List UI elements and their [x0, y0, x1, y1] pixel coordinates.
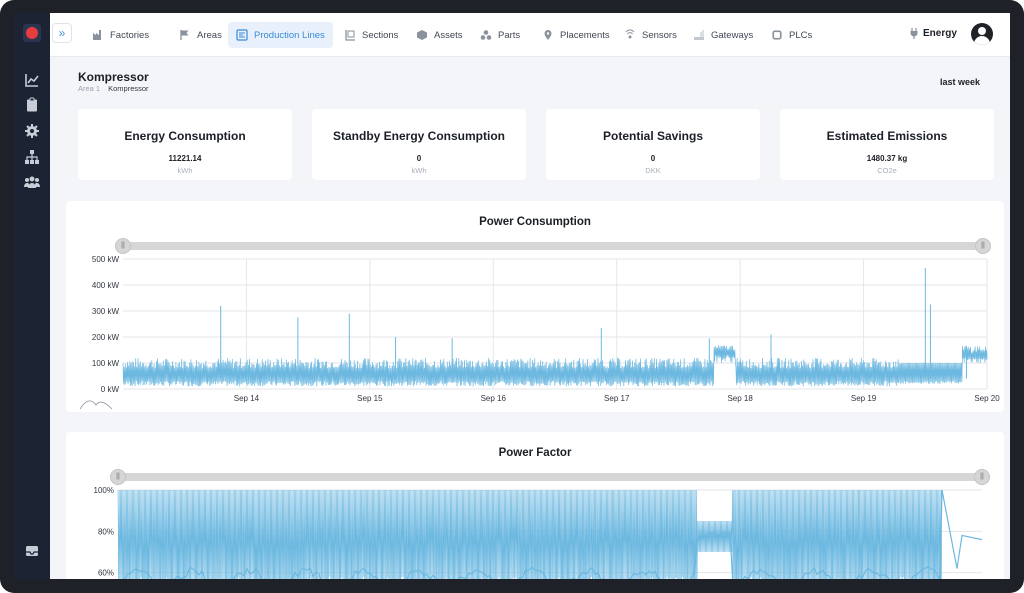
range-start-handle[interactable]: ||	[110, 469, 126, 485]
kpi-title: Estimated Emissions	[826, 129, 948, 143]
cube-icon	[416, 29, 428, 41]
range-end-handle[interactable]: ||	[974, 469, 990, 485]
nav-production-lines[interactable]: Production Lines	[228, 22, 333, 48]
y-tick-label: 400 kW	[92, 281, 120, 290]
series-line	[117, 489, 943, 579]
top-navigation-bar: » Factories Areas Production Lines Secti…	[50, 13, 1010, 57]
kpi-unit: DKK	[645, 166, 661, 175]
power-consumption-chart[interactable]: 0 kW 100 kW 200 kW 300 kW 400 kW 500 kW Sep 14…	[66, 253, 1004, 413]
nav-assets[interactable]: Assets	[408, 22, 471, 48]
kpi-unit: kWh	[177, 166, 193, 175]
nav-factories[interactable]: Factories	[84, 22, 157, 48]
x-tick-label: Sep 18	[727, 394, 753, 403]
nav-areas[interactable]: Areas	[171, 22, 230, 48]
chart-line-icon[interactable]	[24, 72, 40, 88]
map-pin-icon	[542, 29, 554, 41]
kpi-potential-savings: Potential Savings 0 DKK	[546, 109, 760, 180]
app-logo[interactable]	[23, 24, 41, 42]
clipboard-icon[interactable]	[24, 97, 40, 113]
kpi-title: Potential Savings	[602, 129, 704, 143]
kpi-standby-energy: Standby Energy Consumption 0 kWh	[312, 109, 526, 180]
x-tick-label: Sep 17	[604, 394, 630, 403]
sections-icon	[344, 29, 356, 41]
y-tick-label: 100%	[94, 486, 114, 495]
kpi-unit: kWh	[411, 166, 427, 175]
kpi-title: Standby Energy Consumption	[332, 129, 505, 143]
app-screen: » Factories Areas Production Lines Secti…	[14, 13, 1010, 579]
gear-icon[interactable]	[24, 123, 40, 139]
kpi-estimated-emissions: Estimated Emissions 1480.37 kg CO2e	[780, 109, 994, 180]
plug-icon	[909, 27, 919, 39]
users-icon[interactable]	[24, 174, 40, 190]
kpi-value: 0	[416, 154, 422, 163]
production-line-icon	[236, 29, 248, 41]
nav-sensors[interactable]: Sensors	[616, 22, 685, 48]
range-end-handle[interactable]: ||	[975, 238, 991, 254]
kpi-value: 1480.37 kg	[866, 154, 908, 163]
expand-sidebar-button[interactable]: »	[52, 23, 72, 43]
sensor-icon	[624, 29, 636, 41]
factory-icon	[92, 29, 104, 41]
chart-title: Power Consumption	[479, 216, 591, 228]
nav-gateways[interactable]: Gateways	[685, 22, 761, 48]
x-tick-label: Sep 19	[851, 394, 877, 403]
y-tick-label: 200 kW	[92, 333, 120, 342]
power-factor-card: Power Factor || || 40%60%80%100%	[66, 432, 1004, 579]
y-tick-label: 500 kW	[92, 255, 120, 264]
x-tick-label: Sep 16	[481, 394, 507, 403]
y-tick-label: 60%	[98, 569, 114, 578]
chip-icon	[771, 29, 783, 41]
minimap-icon	[79, 400, 113, 410]
user-avatar[interactable]	[971, 23, 993, 45]
x-tick-label: Sep 15	[357, 394, 383, 403]
nav-sections[interactable]: Sections	[336, 22, 406, 48]
y-tick-label: 80%	[98, 527, 114, 536]
sidebar	[14, 13, 50, 579]
parts-icon	[480, 29, 492, 41]
page-title: Kompressor	[78, 70, 149, 84]
nav-placements[interactable]: Placements	[534, 22, 618, 48]
y-tick-label: 0 kW	[101, 385, 120, 394]
y-tick-label: 300 kW	[92, 307, 120, 316]
nav-plcs[interactable]: PLCs	[763, 22, 820, 48]
kpi-energy-consumption: Energy Consumption 11221.14 kWh	[78, 109, 292, 180]
range-slider[interactable]: || ||	[110, 469, 990, 485]
power-consumption-card: Power Consumption || || 0 kW 100 kW 200 kW…	[66, 201, 1004, 412]
y-tick-label: 100 kW	[92, 359, 120, 368]
kpi-value: 0	[650, 154, 656, 163]
period-selector[interactable]: last week	[940, 77, 981, 87]
hierarchy-icon[interactable]	[24, 149, 40, 165]
series-line	[122, 344, 988, 387]
power-factor-chart[interactable]: 40%60%80%100%	[66, 484, 1004, 579]
x-tick-label: Sep 14	[234, 394, 260, 403]
flag-icon	[179, 29, 191, 41]
breadcrumb-item-area[interactable]: Area 1	[78, 84, 101, 93]
kpi-value: 11221.14	[168, 154, 202, 163]
kpi-unit: CO2e	[877, 166, 897, 175]
nav-parts[interactable]: Parts	[472, 22, 528, 48]
breadcrumb-item-current: Kompressor	[108, 84, 149, 93]
inbox-icon[interactable]	[24, 543, 40, 559]
gateway-icon	[693, 29, 705, 41]
range-start-handle[interactable]: ||	[115, 238, 131, 254]
kpi-title: Energy Consumption	[124, 129, 246, 143]
range-slider[interactable]: || ||	[115, 238, 991, 254]
chart-title: Power Factor	[498, 447, 572, 459]
x-tick-label: Sep 20	[974, 394, 1000, 403]
breadcrumb: Area 1 Kompressor	[78, 84, 149, 93]
series-trend-line	[124, 489, 983, 579]
energy-mode-toggle[interactable]: Energy	[909, 27, 957, 39]
